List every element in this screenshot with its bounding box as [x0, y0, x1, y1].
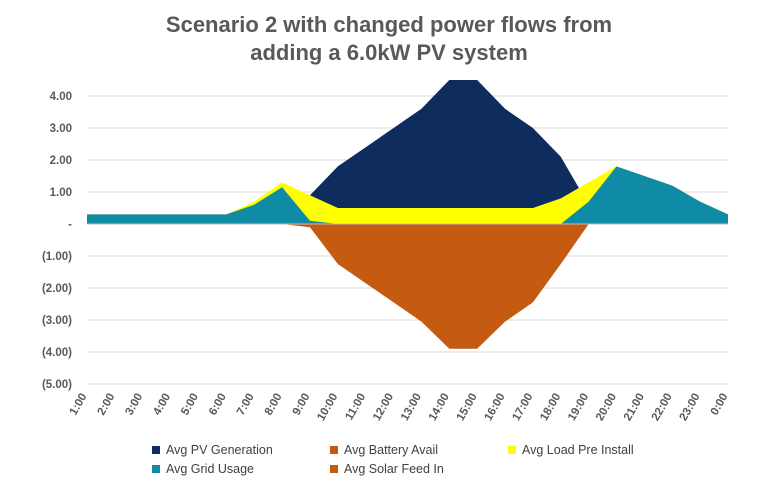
x-tick-label: 16:00 [483, 391, 508, 422]
x-tick-label: 8:00 [263, 392, 285, 418]
y-tick-label: 4.00 [50, 91, 72, 103]
legend-item: Avg Load Pre Install [508, 443, 634, 457]
legend-label: Avg Load Pre Install [522, 443, 634, 457]
x-tick-label: 20:00 [594, 392, 619, 423]
legend-item: Avg Battery Avail [330, 443, 438, 457]
legend-item: Avg Solar Feed In [330, 462, 444, 476]
x-tick-label: 13:00 [399, 392, 424, 423]
x-tick-label: 5:00 [179, 392, 201, 418]
y-tick-label: (1.00) [42, 251, 72, 263]
x-tick-label: 2:00 [96, 392, 118, 418]
y-tick-label: - [68, 219, 72, 231]
legend-swatch [330, 465, 338, 473]
x-tick-label: 21:00 [622, 392, 647, 423]
x-tick-label: 14:00 [427, 392, 452, 423]
legend-label: Avg PV Generation [166, 443, 273, 457]
x-tick-label: 22:00 [650, 392, 675, 423]
legend-label: Avg Grid Usage [166, 462, 255, 476]
x-tick-label: 15:00 [455, 392, 480, 423]
y-tick-label: 3.00 [50, 123, 72, 135]
x-tick-label: 4:00 [151, 392, 173, 418]
x-tick-label: 7:00 [235, 392, 257, 418]
y-tick-label: (4.00) [42, 347, 72, 359]
chart-title-line-2: adding a 6.0kW PV system [250, 40, 528, 65]
legend-swatch [330, 446, 338, 454]
series-area-avg-solar-feed-in [87, 224, 728, 349]
chart-title-line-1: Scenario 2 with changed power flows from [165, 12, 613, 37]
x-tick-label: 11:00 [344, 392, 369, 423]
x-tick-label: 6:00 [207, 392, 229, 418]
series-area-avg-pv-generation [87, 80, 728, 224]
legend-swatch [152, 465, 160, 473]
legend-label: Avg Solar Feed In [344, 462, 444, 476]
y-tick-label: (3.00) [42, 315, 72, 327]
x-tick-label: 18:00 [538, 392, 563, 423]
legend-item: Avg PV Generation [152, 443, 273, 457]
legend-item: Avg Grid Usage [152, 462, 254, 476]
legend-swatch [152, 446, 160, 454]
y-tick-label: 1.00 [50, 187, 72, 199]
x-tick-label: 0:00 [709, 392, 731, 418]
y-tick-label: (2.00) [42, 283, 72, 295]
legend-swatch [508, 446, 516, 454]
legend-label: Avg Battery Avail [344, 443, 439, 457]
x-tick-label: 23:00 [678, 392, 703, 423]
x-tick-label: 9:00 [291, 392, 313, 418]
y-tick-label: 2.00 [50, 155, 72, 167]
series-area-avg-grid-usage [87, 166, 728, 224]
x-tick-label: 3:00 [123, 392, 145, 418]
x-tick-label: 10:00 [315, 392, 340, 423]
y-tick-label: (5.00) [42, 379, 72, 391]
x-tick-label: 19:00 [566, 392, 591, 423]
x-tick-label: 1:00 [68, 392, 90, 418]
x-tick-label: 17:00 [510, 392, 535, 423]
x-tick-label: 12:00 [371, 392, 396, 423]
